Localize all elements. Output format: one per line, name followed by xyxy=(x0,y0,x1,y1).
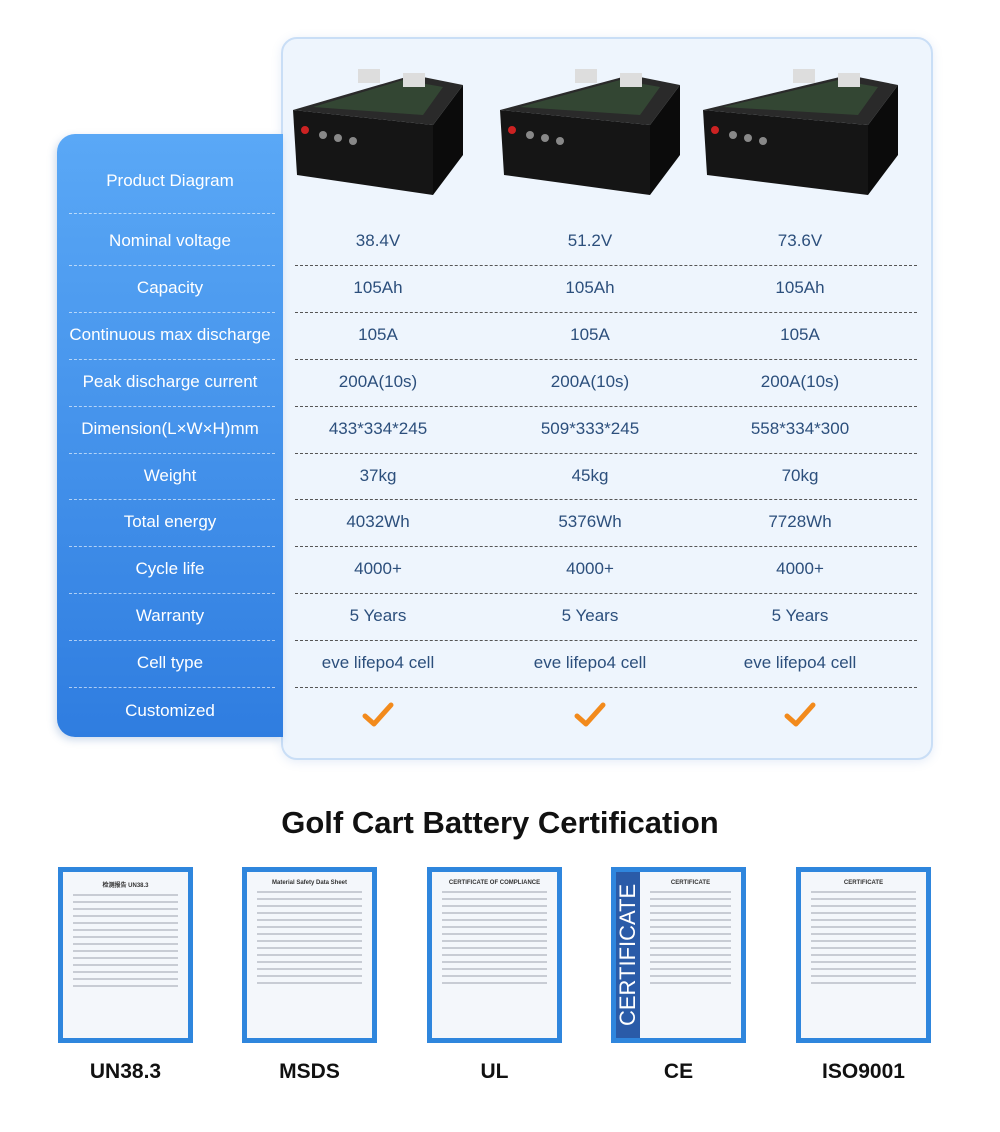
spec-value: 200A(10s) xyxy=(760,372,840,391)
spec-value: 5 Years xyxy=(771,606,829,625)
battery-image xyxy=(500,69,680,195)
spec-value: 70kg xyxy=(781,466,819,485)
row-divider xyxy=(69,639,275,641)
certificate-label: UL xyxy=(480,1060,509,1083)
spec-value: 105A xyxy=(570,325,610,344)
row-label: Warranty xyxy=(135,606,205,625)
row-label: Cell type xyxy=(136,653,204,672)
row-divider xyxy=(295,687,917,688)
row-divider xyxy=(69,592,275,594)
row-divider xyxy=(69,311,275,313)
spec-value: 37kg xyxy=(359,466,397,485)
spec-value: 4032Wh xyxy=(346,512,410,531)
spec-value: 509*333*245 xyxy=(540,419,640,438)
certification-title: Golf Cart Battery Certification xyxy=(281,805,719,840)
spec-value: eve lifepo4 cell xyxy=(533,653,647,672)
row-label: Total energy xyxy=(123,512,217,531)
spec-value: eve lifepo4 cell xyxy=(743,653,857,672)
row-label: Capacity xyxy=(136,278,204,297)
row-divider xyxy=(295,545,917,547)
spec-value: 105A xyxy=(780,325,820,344)
certificate-label: CE xyxy=(663,1060,694,1083)
row-divider xyxy=(69,264,275,266)
row-label: Nominal voltage xyxy=(109,231,231,250)
spec-value: 558*334*300 xyxy=(750,419,850,438)
spec-value: 105Ah xyxy=(775,278,825,297)
certificate-image-ce: CERTIFICATE CERTIFICATE xyxy=(611,867,746,1043)
certificate-image-msds: Material Safety Data Sheet xyxy=(242,867,377,1043)
spec-value: 7728Wh xyxy=(768,512,832,531)
checkmark-icon xyxy=(784,702,816,727)
certificate-doc-title: CERTIFICATE OF COMPLIANCE xyxy=(448,880,541,886)
spec-value: 38.4V xyxy=(355,231,401,250)
row-label: Cycle life xyxy=(135,559,205,578)
battery-image xyxy=(702,69,898,195)
row-label: Weight xyxy=(143,466,197,485)
spec-value: 105Ah xyxy=(565,278,615,297)
row-label: Continuous max discharge xyxy=(69,325,271,344)
spec-value: eve lifepo4 cell xyxy=(321,653,435,672)
spec-value: 73.6V xyxy=(777,231,823,250)
certificate-image-ul: CERTIFICATE OF COMPLIANCE xyxy=(427,867,562,1043)
row-divider xyxy=(69,213,275,214)
checkmark-icon xyxy=(574,702,606,727)
row-divider xyxy=(69,545,275,547)
certificate-label: MSDS xyxy=(279,1060,340,1083)
row-divider xyxy=(295,311,917,313)
row-divider xyxy=(295,264,917,266)
certificate-label: ISO9001 xyxy=(822,1060,905,1083)
certificate-doc-title: Material Safety Data Sheet xyxy=(271,880,348,886)
spec-value: 5376Wh xyxy=(558,512,622,531)
spec-value: 105Ah xyxy=(353,278,403,297)
spec-value: 45kg xyxy=(571,466,609,485)
battery-image xyxy=(293,69,463,195)
certificate-doc-title: CERTIFICATE xyxy=(670,880,711,886)
row-divider xyxy=(295,592,917,594)
spec-value: 5 Years xyxy=(561,606,619,625)
row-divider xyxy=(69,452,275,454)
row-divider xyxy=(295,405,917,407)
certificate-image-iso9001: CERTIFICATE xyxy=(796,867,931,1043)
spec-value: 200A(10s) xyxy=(338,372,418,391)
row-label: Dimension(L×W×H)mm xyxy=(81,419,259,438)
row-divider xyxy=(69,358,275,360)
row-divider xyxy=(295,358,917,360)
row-divider xyxy=(295,499,917,500)
row-label: Customized xyxy=(125,701,215,720)
row-label: Product Diagram xyxy=(106,171,234,190)
row-divider xyxy=(295,452,917,454)
spec-value: 4000+ xyxy=(776,559,824,578)
spec-value: 200A(10s) xyxy=(550,372,630,391)
spec-value: 4000+ xyxy=(566,559,614,578)
spec-row-labels: Product Diagram Nominal voltage Capacity Co… xyxy=(57,134,283,737)
certificate-image-un38.3: 检测报告 UN38.3 xyxy=(58,867,193,1043)
spec-value: 5 Years xyxy=(349,606,407,625)
certificate-banner: CERTIFICATE xyxy=(616,872,640,1038)
spec-value: 51.2V xyxy=(567,231,613,250)
certificate-label: UN38.3 xyxy=(89,1060,162,1083)
row-divider xyxy=(295,639,917,641)
spec-value: 433*334*245 xyxy=(328,419,428,438)
row-divider xyxy=(69,499,275,500)
row-label: Peak discharge current xyxy=(82,372,258,391)
row-divider xyxy=(69,687,275,688)
spec-value: 4000+ xyxy=(354,559,402,578)
certificate-doc-title: 检测报告 UN38.3 xyxy=(102,883,149,889)
certificate-doc-title: CERTIFICATE xyxy=(843,880,884,886)
spec-value: 105A xyxy=(358,325,398,344)
checkmark-icon xyxy=(362,702,394,727)
row-divider xyxy=(69,405,275,407)
